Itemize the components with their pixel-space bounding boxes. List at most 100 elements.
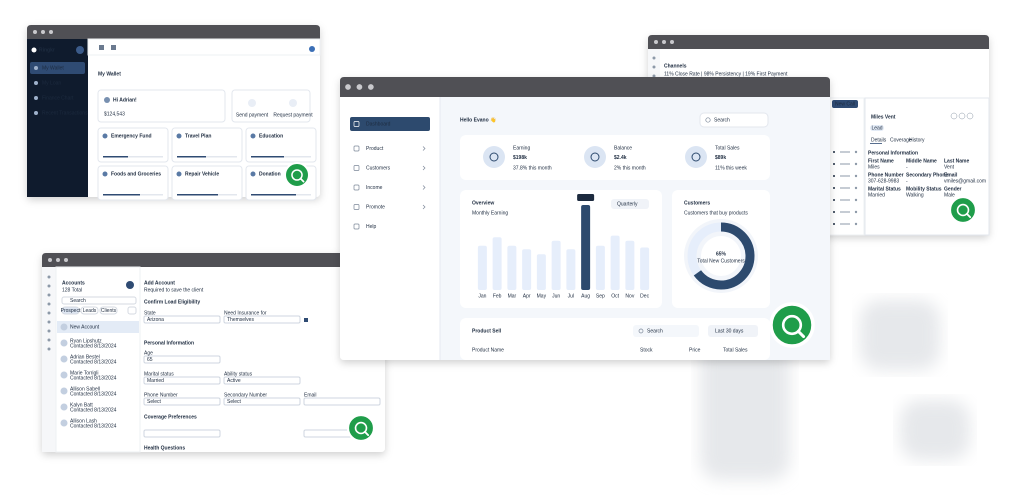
label: Contacted 8/13/2024 <box>70 391 117 397</box>
x-tick-label: Jan <box>478 293 486 299</box>
filter-chip <box>99 306 118 315</box>
label: History <box>909 137 925 143</box>
label: Product Name <box>472 347 504 353</box>
label: 11% Close Rate | 98% Persistency | 19% F… <box>664 71 788 77</box>
rail-icon <box>47 320 51 324</box>
label: $2.4k <box>614 155 627 161</box>
bar <box>610 235 620 290</box>
rail-icon <box>47 302 51 306</box>
label: Required to save the client <box>144 287 204 293</box>
bar <box>551 240 561 290</box>
tooltip <box>577 194 595 201</box>
contact-action <box>958 112 966 120</box>
x-tick-label: Dec <box>640 293 649 299</box>
row-line <box>840 199 850 201</box>
window-dot <box>33 30 37 34</box>
window-dot <box>356 84 363 90</box>
filter-chip <box>61 306 80 315</box>
title-bar <box>27 25 320 39</box>
nav-icon <box>353 145 360 152</box>
filter-chip <box>80 306 99 315</box>
row-dot <box>833 175 835 177</box>
window-dot <box>56 258 60 262</box>
contact-avatar <box>60 339 68 347</box>
nav-active <box>30 62 85 74</box>
label: My Wallet <box>42 65 64 71</box>
label: $89k <box>715 155 726 161</box>
icon-rail <box>42 267 56 452</box>
input <box>143 397 221 406</box>
row-dot <box>854 162 858 166</box>
window-dot <box>48 258 52 262</box>
bar <box>640 247 650 290</box>
label: Allison Lash <box>70 418 97 424</box>
label: Allison Sabell <box>70 386 100 392</box>
label: Miles <box>868 164 880 170</box>
label: Clients <box>101 308 117 314</box>
label: Male <box>944 192 955 198</box>
row-dot <box>854 198 858 202</box>
label: 307-628-9983 <box>868 178 899 184</box>
card <box>97 89 226 123</box>
contact-avatar <box>60 403 68 411</box>
label: Earning <box>513 145 530 151</box>
search-box <box>633 325 699 337</box>
bar <box>595 245 605 290</box>
input <box>143 355 221 364</box>
row-dot <box>854 174 858 178</box>
row-dot <box>854 222 858 226</box>
bar <box>566 249 576 290</box>
label: Help <box>366 224 377 230</box>
row-dot <box>854 150 858 154</box>
label: Middle Name <box>906 158 937 164</box>
label: Ryan Lipshutz <box>70 338 102 344</box>
rail-icon <box>652 56 656 60</box>
label: Hi Adrian! <box>113 97 137 103</box>
add-button <box>126 281 134 289</box>
x-tick-label: Feb <box>493 293 502 299</box>
rail-icon <box>47 347 51 351</box>
goal-icon <box>102 133 108 139</box>
row-dot <box>833 187 835 189</box>
search-box <box>699 112 769 128</box>
input <box>223 315 301 324</box>
label: Arizona <box>147 317 164 323</box>
row-line <box>840 187 850 189</box>
label: Emergency Fund <box>111 133 152 139</box>
contact-action <box>966 112 974 120</box>
label: Age <box>144 350 153 356</box>
label: Price <box>689 347 701 353</box>
bar <box>522 249 532 290</box>
card <box>460 318 770 360</box>
label: Email <box>304 392 317 398</box>
row-dot <box>833 151 835 153</box>
toolbar-icon <box>99 45 104 50</box>
stat-icon <box>584 146 606 168</box>
label: Phone Number <box>144 392 178 398</box>
label: 128 Total <box>62 287 82 293</box>
label: Last Name <box>944 158 970 164</box>
label: Overview <box>472 200 494 206</box>
nav-active <box>350 117 430 131</box>
x-tick-label: Jul <box>568 293 574 299</box>
input <box>143 315 221 324</box>
label: Kalyn Batt <box>70 402 93 408</box>
label: Accounts <box>62 280 85 286</box>
label: Marital status <box>144 371 174 377</box>
label: Quarterly <box>617 201 638 207</box>
search-fab-glyph <box>956 203 970 217</box>
collapse-button <box>76 46 84 54</box>
contact-active <box>57 321 139 333</box>
label: vmiles@gmail.com <box>944 178 986 184</box>
label: Need Insurance for <box>224 310 267 316</box>
toolbar-icon <box>111 45 116 50</box>
x-tick-label: Nov <box>625 293 634 299</box>
label: Contacted 8/13/2024 <box>70 423 117 429</box>
stat-icon-glyph <box>489 152 499 162</box>
donut-arc <box>687 222 755 290</box>
label: Contacted 8/13/2024 <box>70 407 117 413</box>
label: Promote <box>366 204 385 210</box>
goal-card <box>171 127 243 163</box>
filter-icon <box>127 306 137 315</box>
avatar <box>104 97 110 103</box>
